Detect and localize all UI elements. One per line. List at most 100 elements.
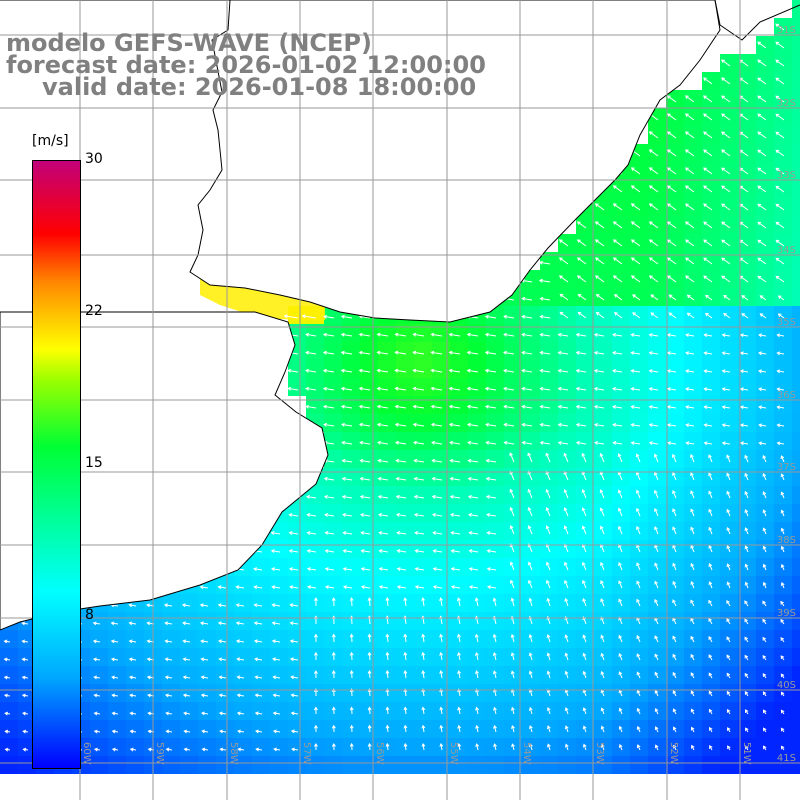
wind-arrow xyxy=(618,635,623,643)
speed-cell xyxy=(18,738,36,756)
wind-arrow-head xyxy=(290,657,294,662)
wind-arrow xyxy=(307,514,317,517)
speed-cell xyxy=(702,324,720,342)
wind-arrow-head xyxy=(758,423,763,428)
speed-cell xyxy=(108,648,126,666)
speed-cell xyxy=(702,234,720,252)
wind-arrow xyxy=(649,352,659,355)
wind-arrow xyxy=(600,635,605,643)
wind-arrow xyxy=(469,586,479,589)
wind-arrow xyxy=(650,294,659,301)
wind-arrow xyxy=(596,312,605,319)
wind-arrow xyxy=(422,707,425,715)
wind-arrow-head xyxy=(377,440,381,445)
wind-arrow-head xyxy=(744,636,748,641)
wind-arrow xyxy=(323,351,335,355)
wind-arrow-head xyxy=(331,597,336,601)
wind-arrow-head xyxy=(575,332,580,337)
speed-cell xyxy=(576,432,594,450)
wind-arrow-head xyxy=(618,562,622,566)
speed-cell xyxy=(738,612,756,630)
speed-cell xyxy=(414,396,432,414)
wind-arrow xyxy=(271,532,281,535)
speed-cell xyxy=(324,468,342,486)
wind-arrow xyxy=(636,544,641,553)
wind-arrow-head xyxy=(146,657,151,662)
wind-arrow-head xyxy=(378,585,383,590)
speed-cell xyxy=(684,270,702,288)
wind-arrow xyxy=(129,622,137,625)
wind-arrow xyxy=(654,508,659,517)
speed-cell xyxy=(702,612,720,630)
wind-arrow-head xyxy=(378,549,383,553)
wind-arrow-head xyxy=(376,332,381,337)
wind-arrow-head xyxy=(635,453,640,458)
speed-cell xyxy=(648,378,666,396)
speed-cell xyxy=(468,468,486,486)
wind-arrow-head xyxy=(775,257,780,262)
latitude-label: 38S xyxy=(777,535,796,546)
wind-arrow xyxy=(164,604,173,607)
speed-cell xyxy=(648,342,666,360)
wind-arrow-head xyxy=(456,597,461,602)
wind-arrow xyxy=(763,509,767,517)
wind-arrow xyxy=(404,634,407,643)
wind-arrow xyxy=(485,333,497,337)
wind-arrow-head xyxy=(630,239,635,243)
wind-arrow-head xyxy=(323,476,328,481)
wind-arrow xyxy=(529,689,533,697)
speed-cell xyxy=(702,126,720,144)
longitude-label: 58W xyxy=(228,742,239,765)
speed-cell xyxy=(792,702,800,720)
wind-arrow-head xyxy=(727,745,731,750)
wind-arrow xyxy=(112,694,119,697)
wind-arrow-head xyxy=(690,544,694,549)
wind-arrow-head xyxy=(377,512,382,517)
wind-arrow-head xyxy=(726,618,730,622)
speed-cell xyxy=(342,558,360,576)
wind-arrow xyxy=(93,622,101,625)
wind-arrow-head xyxy=(557,404,562,409)
wind-arrow-head xyxy=(236,693,241,698)
wind-arrow xyxy=(775,167,785,175)
wind-arrow xyxy=(546,562,551,571)
speed-cell xyxy=(90,666,108,684)
wind-arrow-head xyxy=(510,670,515,675)
wind-arrow-head xyxy=(575,386,580,391)
wind-arrow xyxy=(522,405,533,409)
wind-arrow-head xyxy=(758,405,763,410)
wind-arrow-head xyxy=(313,651,318,656)
wind-arrow-head xyxy=(546,634,551,639)
wind-arrow-head xyxy=(708,454,712,459)
wind-arrow-head xyxy=(492,652,497,656)
wind-arrow xyxy=(111,622,119,625)
wind-arrow xyxy=(636,508,641,517)
wind-arrow-head xyxy=(360,531,365,535)
speed-cell xyxy=(684,720,702,738)
wind-arrow xyxy=(415,550,425,553)
wind-arrow xyxy=(636,617,641,625)
speed-cell xyxy=(306,342,324,360)
speed-cell xyxy=(324,540,342,558)
speed-cell xyxy=(702,270,720,288)
wind-arrow-head xyxy=(305,404,310,409)
wind-arrow-head xyxy=(129,747,134,752)
wind-arrow xyxy=(529,725,533,733)
wind-arrow xyxy=(704,406,713,409)
wind-arrow-head xyxy=(431,494,436,499)
wind-arrow xyxy=(685,95,695,103)
speed-cell xyxy=(594,396,612,414)
wind-arrow-head xyxy=(636,744,641,749)
wind-arrow xyxy=(654,472,659,481)
speed-cell xyxy=(666,252,684,270)
speed-cell xyxy=(684,234,702,252)
wind-arrow xyxy=(487,586,497,589)
wind-arrow-head xyxy=(690,508,694,513)
wind-arrow-head xyxy=(528,670,533,675)
speed-cell xyxy=(270,684,288,702)
wind-arrow-head xyxy=(563,507,568,512)
wind-arrow xyxy=(219,676,227,679)
speed-cell xyxy=(774,108,792,126)
wind-arrow-head xyxy=(449,476,454,481)
speed-cell xyxy=(270,702,288,720)
